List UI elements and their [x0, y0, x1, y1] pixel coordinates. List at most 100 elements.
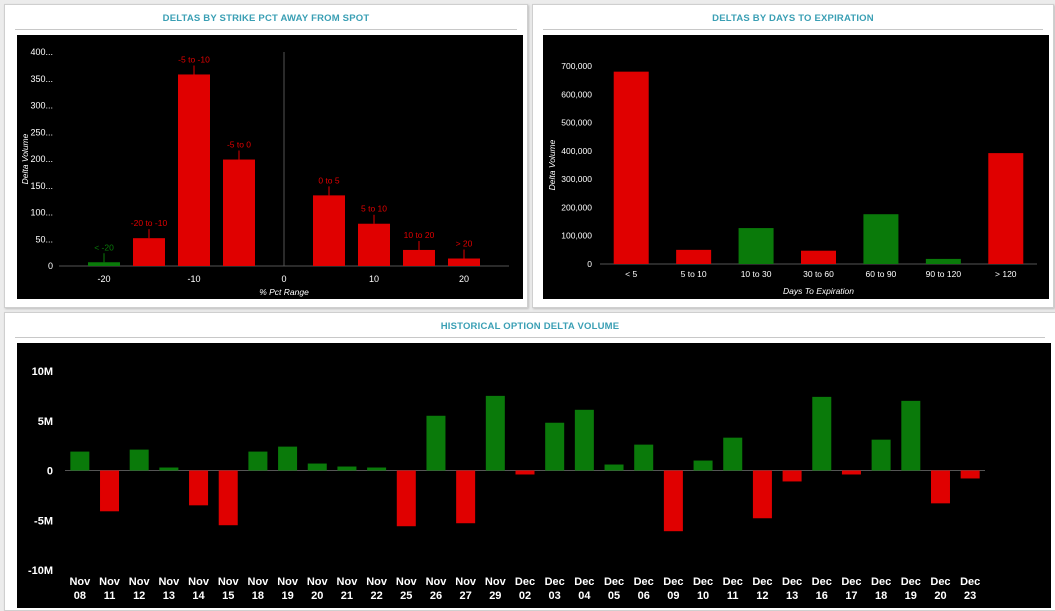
bar-8: [278, 446, 298, 471]
x-tick-month: Nov: [485, 576, 507, 588]
bar-2: [133, 238, 165, 266]
historical-chart-area: 10M 5M 0 -5M -10M Nov 08 Nov 11 Nov 12 Nov 13 Nov 14 No…: [17, 343, 1051, 608]
bar-2: [676, 249, 712, 264]
y-tick-label: 100...: [30, 208, 53, 218]
y-tick-label: 600,000: [561, 89, 592, 99]
x-tick-label: 90 to 120: [926, 269, 962, 279]
x-tick-month: Nov: [248, 576, 270, 588]
x-tick-day: 12: [756, 590, 768, 602]
x-tick-label: 10: [369, 274, 379, 284]
x-tick-month: Dec: [663, 576, 683, 588]
data-label: 0 to 5: [318, 175, 340, 185]
x-tick-day: 12: [133, 590, 145, 602]
x-tick-day: 18: [875, 590, 887, 602]
y-tick-label: 0: [48, 261, 53, 271]
historical-panel-title: HISTORICAL OPTION DELTA VOLUME: [440, 321, 620, 332]
bar-13: [426, 415, 446, 471]
bar-4: [801, 250, 836, 264]
y-tick-label: 250...: [30, 127, 53, 137]
bar-12: [396, 470, 416, 527]
x-tick-day: 11: [727, 590, 739, 602]
x-tick-month: Nov: [99, 576, 121, 588]
x-tick-label: < 5: [625, 269, 637, 279]
y-tick-label: 300,000: [561, 174, 592, 184]
data-label: > 20: [456, 239, 473, 249]
bar-2: [100, 470, 120, 512]
x-tick-day: 20: [311, 590, 323, 602]
bar-20: [634, 444, 654, 471]
panel-divider: [15, 29, 517, 30]
x-tick-month: Nov: [129, 576, 151, 588]
bar-30: [930, 470, 950, 504]
y-tick-label: -5M: [34, 515, 53, 527]
bar-14: [456, 470, 476, 524]
x-tick-label: 10 to 30: [741, 269, 772, 279]
x-tick-month: Dec: [634, 576, 654, 588]
bar-3: [129, 449, 149, 471]
y-tick-label: 300...: [30, 101, 53, 111]
x-tick-day: 21: [341, 590, 353, 602]
bar-6: [925, 258, 961, 264]
y-tick-label: 500,000: [561, 118, 592, 128]
x-tick-month: Nov: [426, 576, 448, 588]
bar-23: [723, 437, 743, 471]
x-tick-month: Dec: [960, 576, 980, 588]
y-tick-label: 400...: [30, 47, 53, 57]
bar-7: [248, 451, 268, 471]
x-tick-month: Dec: [515, 576, 535, 588]
bar-8: [448, 258, 480, 266]
bar-10: [337, 466, 357, 471]
strike-pct-chart: 0 50... 100... 150... 200... 250... 300... 350.…: [20, 47, 509, 297]
x-tick-label: 30 to 60: [803, 269, 834, 279]
x-tick-day: 13: [163, 590, 175, 602]
x-tick-month: Nov: [188, 576, 210, 588]
y-tick-label: 0: [47, 466, 53, 478]
y-tick-label: 400,000: [561, 146, 592, 156]
dte-panel: DELTAS BY DAYS TO EXPIRATION 0 100,000 200…: [532, 4, 1054, 308]
y-tick-label: -10M: [28, 565, 53, 577]
x-tick-month: Dec: [841, 576, 861, 588]
bar-4: [159, 467, 179, 471]
x-tick-day: 10: [697, 590, 709, 602]
bar-28: [871, 439, 891, 471]
bar-6: [358, 223, 390, 266]
x-tick-month: Nov: [396, 576, 418, 588]
x-tick-label: > 120: [995, 269, 1017, 279]
bar-27: [841, 470, 861, 475]
x-tick-month: Dec: [545, 576, 565, 588]
x-tick-month: Nov: [455, 576, 477, 588]
x-tick-month: Dec: [782, 576, 802, 588]
bar-3: [178, 74, 210, 266]
bar-7: [403, 249, 435, 266]
x-axis-title: % Pct Range: [259, 287, 309, 297]
x-tick-day: 03: [549, 590, 561, 602]
x-tick-label: -20: [97, 274, 110, 284]
x-tick-day: 11: [104, 590, 116, 602]
x-tick-day: 02: [519, 590, 531, 602]
y-axis-title: Delta Volume: [547, 139, 557, 190]
y-tick-label: 700,000: [561, 61, 592, 71]
x-tick-day: 08: [74, 590, 86, 602]
x-tick-month: Dec: [930, 576, 950, 588]
bar-3: [738, 228, 774, 264]
x-tick-month: Dec: [752, 576, 772, 588]
x-tick-day: 17: [845, 590, 857, 602]
x-tick-month: Nov: [158, 576, 180, 588]
x-tick-month: Dec: [812, 576, 832, 588]
x-tick-month: Nov: [307, 576, 329, 588]
bar-1: [70, 451, 90, 471]
x-tick-month: Nov: [337, 576, 359, 588]
x-tick-label: 0: [281, 274, 286, 284]
strike-pct-panel-title: DELTAS BY STRIKE PCT AWAY FROM SPOT: [162, 13, 370, 24]
y-tick-label: 50...: [35, 234, 53, 244]
x-tick-month: Nov: [277, 576, 299, 588]
data-label: < -20: [94, 242, 114, 252]
x-tick-label: 20: [459, 274, 469, 284]
bar-24: [752, 470, 772, 519]
x-tick-month: Nov: [69, 576, 91, 588]
strike-pct-chart-area: 0 50... 100... 150... 200... 250... 300... 350.…: [17, 35, 523, 299]
data-label: -5 to 0: [227, 140, 251, 150]
y-tick-label: 200,000: [561, 202, 592, 212]
bar-5: [313, 195, 345, 266]
bar-15: [485, 395, 505, 471]
